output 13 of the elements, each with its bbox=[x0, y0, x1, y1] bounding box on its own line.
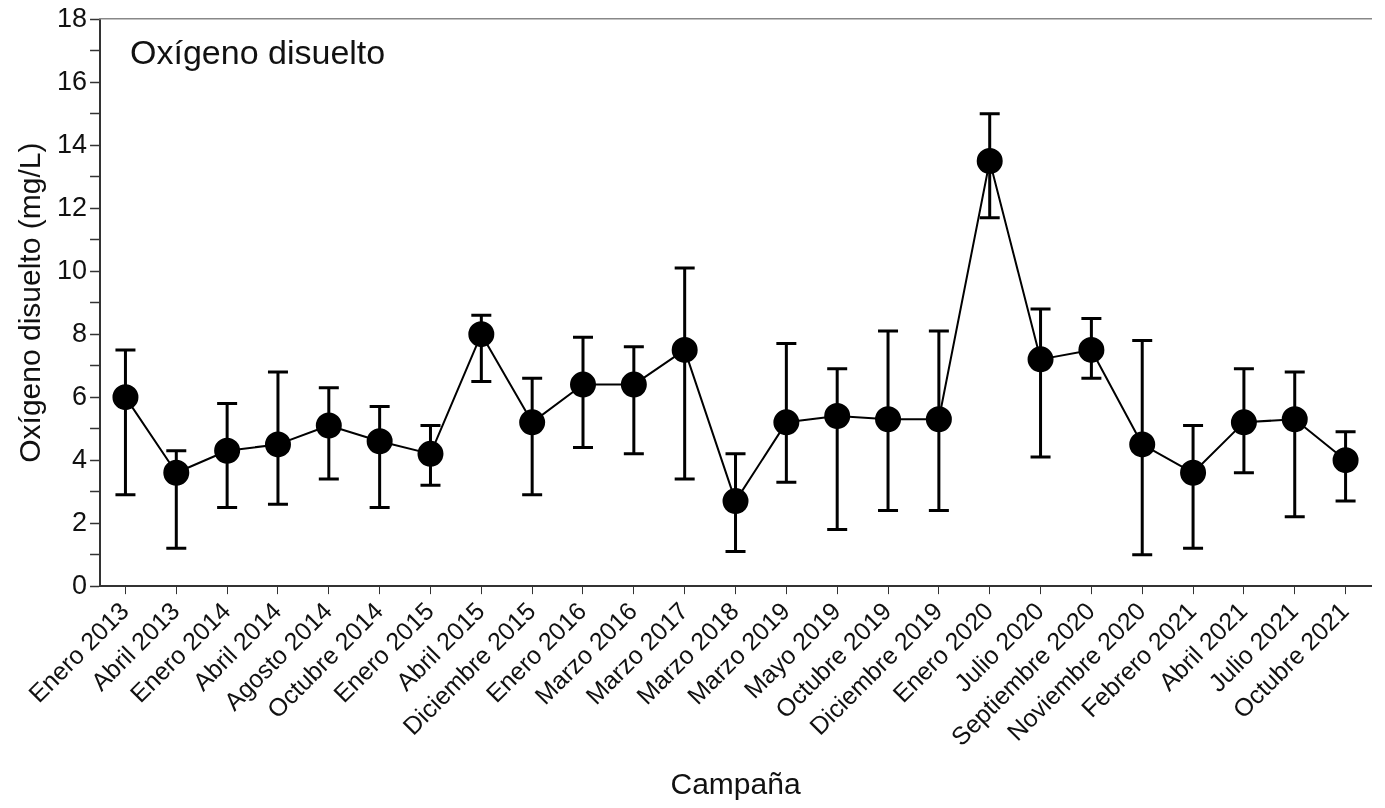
y-tick-label: 6 bbox=[72, 380, 88, 411]
y-tick-label: 2 bbox=[72, 506, 88, 537]
chart-title: Oxígeno disuelto bbox=[130, 32, 386, 71]
x-axis-title: Campaña bbox=[670, 767, 801, 801]
y-tick-label: 4 bbox=[72, 443, 88, 474]
y-tick-label: 8 bbox=[72, 317, 88, 348]
y-tick-label: 0 bbox=[72, 569, 88, 600]
y-tick-label: 10 bbox=[56, 254, 88, 285]
y-axis-title: Oxígeno disuelto (mg/L) bbox=[13, 142, 47, 463]
y-tick-label: 14 bbox=[56, 128, 88, 159]
y-tick-label: 16 bbox=[56, 65, 88, 96]
y-tick-label: 18 bbox=[56, 2, 88, 33]
y-tick-label: 12 bbox=[56, 191, 88, 222]
